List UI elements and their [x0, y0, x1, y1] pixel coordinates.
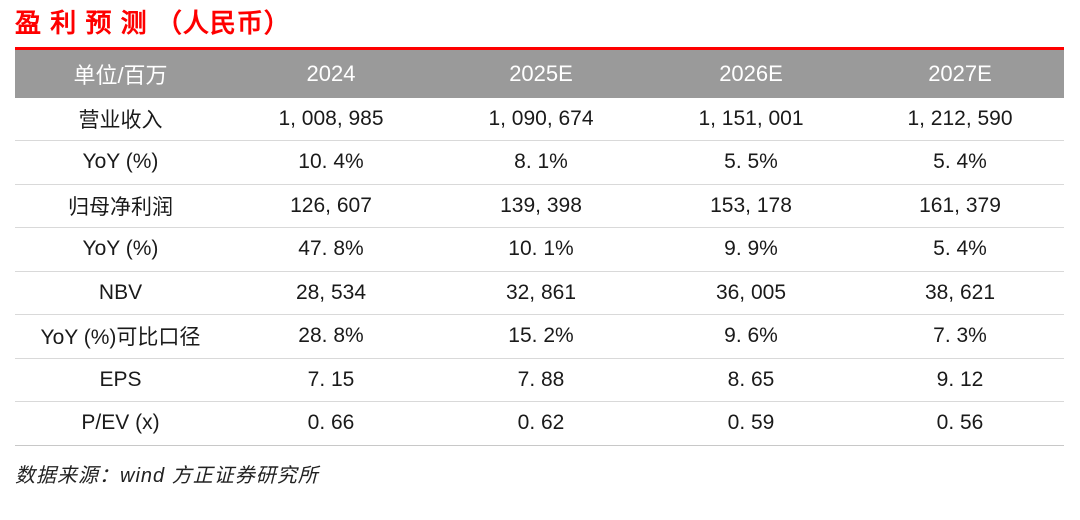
- column-header-2024: 2024: [306, 60, 356, 86]
- table-row-revenue-yoy: YoY (%) 10. 4% 8. 1% 5. 5% 5. 4%: [15, 141, 1064, 185]
- table-row-net-profit-yoy: YoY (%) 47. 8% 10. 1% 9. 9% 5. 4%: [15, 228, 1064, 272]
- row-label: NBV: [98, 280, 143, 304]
- cell-value: 38, 621: [924, 280, 996, 304]
- cell-value: 9. 12: [936, 367, 984, 391]
- row-label: P/EV (x): [81, 411, 160, 435]
- table-row-eps: EPS 7. 15 7. 88 8. 65 9. 12: [15, 359, 1064, 403]
- cell-value: 36, 005: [715, 280, 787, 304]
- table-header-row: 单位/百万 2024 2025E 2026E 2027E: [15, 46, 1064, 98]
- cell-value: 8. 1%: [514, 150, 568, 174]
- table-row-revenue: 营业收入 1, 008, 985 1, 090, 674 1, 151, 001…: [15, 98, 1064, 142]
- cell-value: 9. 9%: [724, 237, 778, 261]
- cell-value: 161, 379: [919, 193, 1001, 217]
- data-source-note: 数据来源：wind 方正证券研究所: [15, 464, 319, 487]
- cell-value: 9. 6%: [724, 324, 778, 348]
- cell-value: 7. 88: [517, 367, 565, 391]
- table-row-nbv: NBV 28, 534 32, 861 36, 005 38, 621: [15, 272, 1064, 316]
- cell-value: 1, 090, 674: [488, 106, 594, 130]
- cell-value: 0. 66: [307, 411, 355, 435]
- cell-value: 15. 2%: [508, 324, 574, 348]
- cell-value: 1, 212, 590: [907, 106, 1013, 130]
- cell-value: 28. 8%: [298, 324, 364, 348]
- cell-value: 8. 65: [727, 367, 775, 391]
- row-label: YoY (%): [82, 237, 159, 261]
- table-row-pev: P/EV (x) 0. 66 0. 62 0. 59 0. 56: [15, 402, 1064, 446]
- forecast-table: 单位/百万 2024 2025E 2026E 2027E 营业收入 1, 008…: [15, 46, 1064, 446]
- cell-value: 0. 56: [936, 411, 984, 435]
- cell-value: 10. 4%: [298, 150, 364, 174]
- cell-value: 47. 8%: [298, 237, 364, 261]
- cell-value: 7. 3%: [933, 324, 987, 348]
- table-row-nbv-yoy-comparable: YoY (%)可比口径 28. 8% 15. 2% 9. 6% 7. 3%: [15, 315, 1064, 359]
- cell-value: 28, 534: [295, 280, 367, 304]
- cell-value: 5. 5%: [724, 150, 778, 174]
- cell-value: 139, 398: [500, 193, 582, 217]
- cell-value: 10. 1%: [508, 237, 574, 261]
- cell-value: 0. 59: [727, 411, 775, 435]
- row-label: EPS: [99, 367, 142, 391]
- cell-value: 5. 4%: [933, 237, 987, 261]
- cell-value: 32, 861: [505, 280, 577, 304]
- row-label: 归母净利润: [68, 195, 173, 219]
- cell-value: 7. 15: [307, 367, 355, 391]
- page-title: 盈 利 预 测 （人民币）: [15, 8, 291, 38]
- column-header-2026e: 2026E: [719, 60, 783, 86]
- cell-value: 153, 178: [710, 193, 792, 217]
- row-label: YoY (%)可比口径: [40, 326, 201, 350]
- column-header-unit: 单位/百万: [73, 62, 168, 88]
- cell-value: 5. 4%: [933, 150, 987, 174]
- column-header-2025e: 2025E: [509, 60, 573, 86]
- cell-value: 0. 62: [517, 411, 565, 435]
- cell-value: 1, 151, 001: [698, 106, 804, 130]
- column-header-2027e: 2027E: [928, 60, 992, 86]
- cell-value: 1, 008, 985: [278, 106, 384, 130]
- cell-value: 126, 607: [290, 193, 372, 217]
- table-row-net-profit: 归母净利润 126, 607 139, 398 153, 178 161, 37…: [15, 185, 1064, 229]
- row-label: 营业收入: [78, 108, 163, 132]
- row-label: YoY (%): [82, 150, 159, 174]
